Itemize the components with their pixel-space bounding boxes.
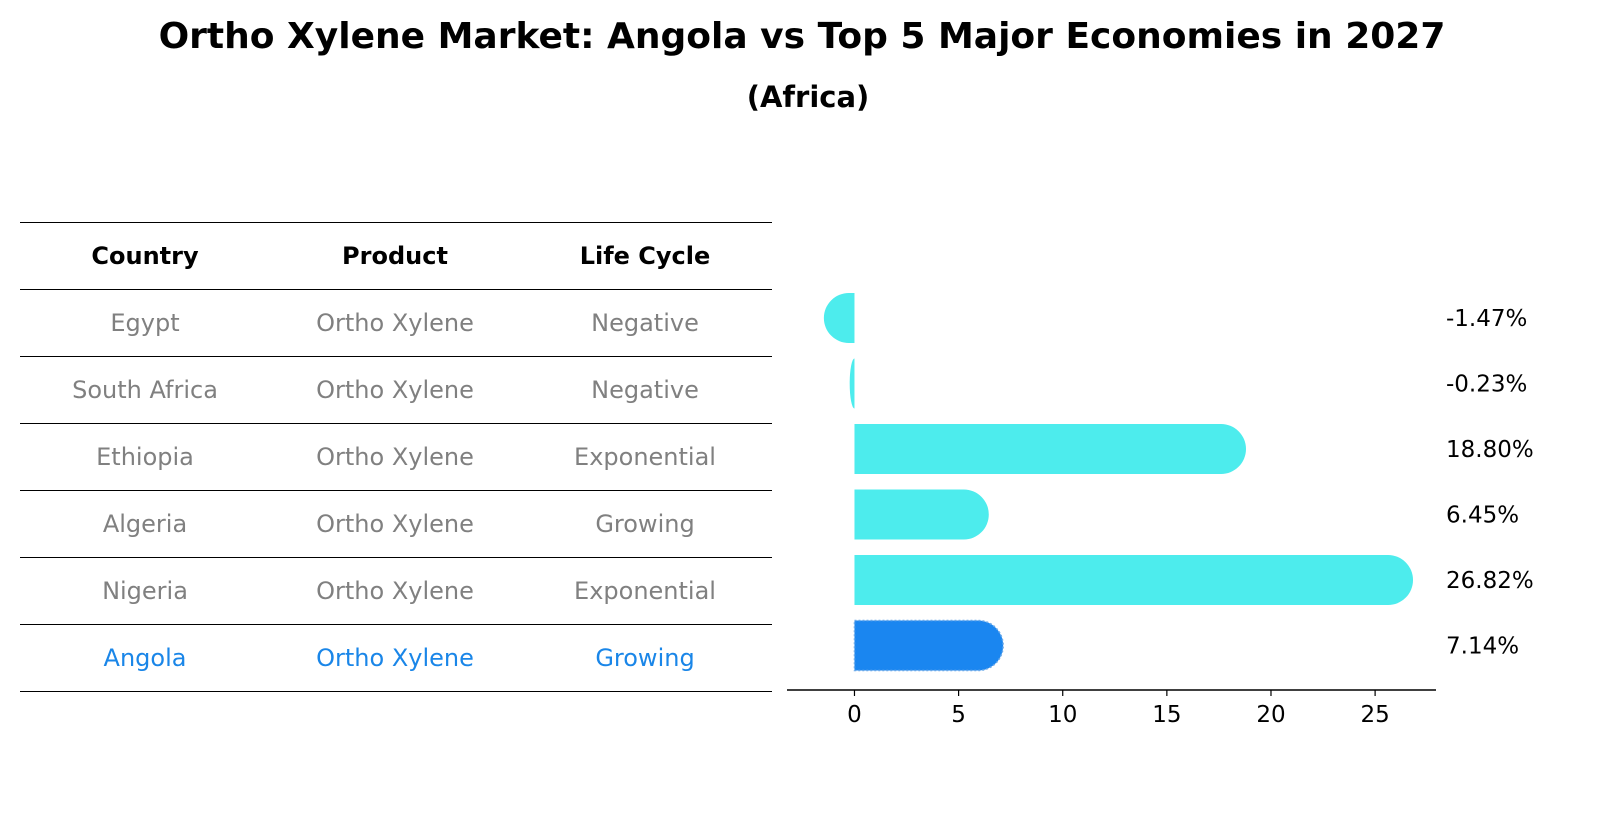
bar-angola (853, 619, 1004, 672)
cell-product: Ortho Xylene (316, 309, 474, 337)
table-row: South Africa Ortho Xylene Negative (20, 356, 772, 423)
growth-bar-chart: -1.47% -0.23% 18.80% 6.45% 26.82% 7.14% 0 5 10 15… (787, 293, 1534, 728)
cell-product: Ortho Xylene (316, 376, 474, 404)
cell-life-cycle: Growing (595, 510, 695, 538)
cell-life-cycle: Exponential (574, 577, 716, 605)
table-row: Algeria Ortho Xylene Growing (20, 490, 772, 557)
cell-product: Ortho Xylene (316, 644, 474, 672)
table-row: Egypt Ortho Xylene Negative (20, 289, 772, 356)
value-label: 18.80% (1446, 437, 1534, 463)
cell-life-cycle: Negative (591, 376, 699, 404)
x-tick-label: 0 (847, 702, 862, 728)
value-label: -0.23% (1446, 372, 1527, 398)
value-label: -1.47% (1446, 306, 1527, 332)
x-tick-label: 25 (1360, 702, 1389, 728)
cell-life-cycle: Growing (595, 644, 695, 672)
cell-country: South Africa (72, 376, 218, 404)
x-tick-label: 10 (1048, 702, 1077, 728)
cell-country: Ethiopia (96, 443, 194, 471)
cell-country: Egypt (110, 309, 180, 337)
cell-country: Algeria (102, 510, 188, 538)
header-product: Product (342, 242, 448, 270)
cell-product: Ortho Xylene (316, 577, 474, 605)
cell-life-cycle: Exponential (574, 443, 716, 471)
bar-algeria (854, 489, 989, 540)
cell-product: Ortho Xylene (316, 510, 474, 538)
bar-nigeria (854, 555, 1414, 605)
bar-egypt (823, 293, 855, 343)
table-row: Nigeria Ortho Xylene Exponential (20, 557, 772, 624)
x-tick-label: 20 (1256, 702, 1285, 728)
table-row-highlight: Angola Ortho Xylene Growing (20, 624, 772, 692)
value-label: 6.45% (1446, 503, 1519, 529)
value-label: 26.82% (1446, 568, 1534, 594)
chart-title: Ortho Xylene Market: Angola vs Top 5 Maj… (158, 16, 1446, 57)
cell-life-cycle: Negative (591, 309, 699, 337)
table-header-row: Country Product Life Cycle (20, 222, 772, 289)
cell-product: Ortho Xylene (316, 443, 474, 471)
value-label: 7.14% (1446, 634, 1519, 660)
cell-country: Angola (103, 644, 187, 672)
x-tick-label: 5 (951, 702, 966, 728)
header-country: Country (91, 242, 199, 270)
bar-ethiopia (854, 424, 1246, 474)
bar-south-africa (849, 358, 855, 409)
header-life-cycle: Life Cycle (579, 242, 711, 270)
chart-subtitle: (Africa) (746, 80, 870, 114)
x-tick-label: 15 (1152, 702, 1181, 728)
country-table: Country Product Life Cycle Egypt Ortho X… (20, 222, 772, 692)
cell-country: Nigeria (102, 577, 188, 605)
table-row: Ethiopia Ortho Xylene Exponential (20, 423, 772, 490)
